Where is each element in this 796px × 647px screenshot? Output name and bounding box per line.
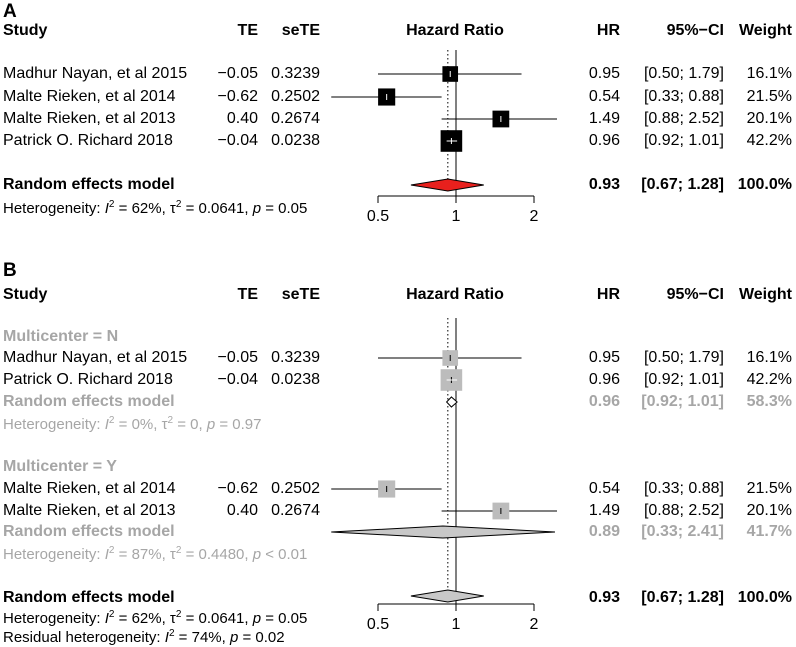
subgroup-pooled-label: Random effects model — [3, 393, 175, 410]
header-hr-axis-b: Hazard Ratio — [406, 286, 504, 303]
study-hr: 0.95 — [588, 349, 620, 366]
study-name: Malte Rieken, et al 2014 — [3, 480, 176, 497]
study-name: Malte Rieken, et al 2013 — [3, 110, 176, 127]
study-ci: [0.50; 1.79] — [643, 349, 724, 366]
study-sete: 0.2674 — [271, 502, 320, 519]
residual-heterogeneity-text: Residual heterogeneity: I2 = 74%, p = 0.… — [3, 628, 285, 646]
header-sete-a: seTE — [281, 22, 320, 39]
x-tick-label: 1 — [452, 208, 461, 225]
study-sete: 0.0238 — [271, 371, 320, 388]
header-study-a: Study — [3, 22, 48, 39]
study-te: −0.04 — [217, 132, 258, 149]
study-weight: 20.1% — [746, 110, 792, 127]
study-name: Patrick O. Richard 2018 — [3, 371, 173, 388]
study-hr: 0.96 — [588, 132, 620, 149]
x-tick-label: 1 — [452, 616, 461, 633]
subgroup-heterogeneity-text: Heterogeneity: I2 = 87%, τ2 = 0.4480, p … — [3, 545, 308, 563]
pooled-weight: 100.0% — [737, 176, 792, 193]
subgroup-label: Multicenter = Y — [3, 458, 117, 475]
pooled-weight: 100.0% — [737, 589, 792, 606]
pooled-diamond — [410, 178, 484, 192]
study-sete: 0.0238 — [271, 132, 320, 149]
study-name: Madhur Nayan, et al 2015 — [3, 65, 188, 82]
header-weight-a: Weight — [738, 22, 792, 39]
study-hr: 1.49 — [588, 110, 620, 127]
study-sete: 0.2502 — [271, 480, 320, 497]
pooled-label: Random effects model — [3, 589, 175, 606]
study-ci: [0.92; 1.01] — [643, 132, 724, 149]
study-ci: [0.33; 0.88] — [643, 480, 724, 497]
subgroup-pooled-ci: [0.92; 1.01] — [641, 393, 724, 410]
study-ci: [0.33; 0.88] — [643, 88, 724, 105]
x-tick-label: 2 — [530, 208, 539, 225]
header-weight-b: Weight — [738, 286, 792, 303]
study-ci: [0.92; 1.01] — [643, 371, 724, 388]
study-weight: 21.5% — [746, 88, 792, 105]
subgroup-pooled-hr: 0.96 — [588, 393, 620, 410]
study-ci: [0.88; 2.52] — [643, 110, 724, 127]
study-hr: 0.54 — [588, 480, 620, 497]
study-te: 0.40 — [226, 502, 258, 519]
header-hr-axis-a: Hazard Ratio — [406, 22, 504, 39]
study-weight: 16.1% — [746, 349, 792, 366]
header-hr-a: HR — [596, 22, 620, 39]
study-te: −0.04 — [217, 371, 258, 388]
pooled-label: Random effects model — [3, 176, 175, 193]
study-name: Patrick O. Richard 2018 — [3, 132, 173, 149]
subgroup-pooled-weight: 58.3% — [746, 393, 792, 410]
study-hr: 0.95 — [588, 65, 620, 82]
study-ci: [0.88; 2.52] — [643, 502, 724, 519]
study-weight: 20.1% — [746, 502, 792, 519]
header-ci-b: 95%−CI — [666, 286, 724, 303]
panel-a-letter: A — [3, 1, 17, 22]
x-tick-label: 0.5 — [367, 616, 389, 633]
study-name: Madhur Nayan, et al 2015 — [3, 349, 188, 366]
study-hr: 0.96 — [588, 371, 620, 388]
subgroup-heterogeneity-text: Heterogeneity: I2 = 0%, τ2 = 0, p = 0.97 — [3, 415, 262, 433]
study-te: −0.05 — [217, 349, 258, 366]
study-te: −0.05 — [217, 65, 258, 82]
subgroup-pooled-weight: 41.7% — [746, 523, 792, 540]
subgroup-pooled-hr: 0.89 — [588, 523, 620, 540]
x-tick-label: 2 — [530, 616, 539, 633]
pooled-diamond — [331, 525, 556, 539]
study-sete: 0.3239 — [271, 65, 320, 82]
study-sete: 0.2674 — [271, 110, 320, 127]
study-sete: 0.2502 — [271, 88, 320, 105]
pooled-hr: 0.93 — [588, 589, 620, 606]
study-ci: [0.50; 1.79] — [643, 65, 724, 82]
study-weight: 21.5% — [746, 480, 792, 497]
subgroup-pooled-label: Random effects model — [3, 523, 175, 540]
subgroup-pooled-ci: [0.33; 2.41] — [641, 523, 724, 540]
panel-b-letter: B — [3, 260, 17, 281]
header-hr-b: HR — [596, 286, 620, 303]
study-weight: 42.2% — [746, 132, 792, 149]
pooled-ci: [0.67; 1.28] — [641, 176, 724, 193]
heterogeneity-text: Heterogeneity: I2 = 62%, τ2 = 0.0641, p … — [3, 609, 308, 627]
pooled-diamond — [445, 396, 458, 408]
header-ci-a: 95%−CI — [666, 22, 724, 39]
header-sete-b: seTE — [281, 286, 320, 303]
study-name: Malte Rieken, et al 2014 — [3, 88, 176, 105]
study-sete: 0.3239 — [271, 349, 320, 366]
study-weight: 42.2% — [746, 371, 792, 388]
pooled-diamond — [410, 589, 484, 603]
pooled-hr: 0.93 — [588, 176, 620, 193]
subgroup-label: Multicenter = N — [3, 328, 119, 345]
study-name: Malte Rieken, et al 2013 — [3, 502, 176, 519]
study-hr: 0.54 — [588, 88, 620, 105]
study-te: −0.62 — [217, 88, 258, 105]
header-te-a: TE — [237, 22, 258, 39]
header-te-b: TE — [237, 286, 258, 303]
study-te: −0.62 — [217, 480, 258, 497]
heterogeneity-text: Heterogeneity: I2 = 62%, τ2 = 0.0641, p … — [3, 199, 308, 217]
study-hr: 1.49 — [588, 502, 620, 519]
pooled-ci: [0.67; 1.28] — [641, 589, 724, 606]
study-te: 0.40 — [226, 110, 258, 127]
header-study-b: Study — [3, 286, 48, 303]
x-tick-label: 0.5 — [367, 208, 389, 225]
study-weight: 16.1% — [746, 65, 792, 82]
